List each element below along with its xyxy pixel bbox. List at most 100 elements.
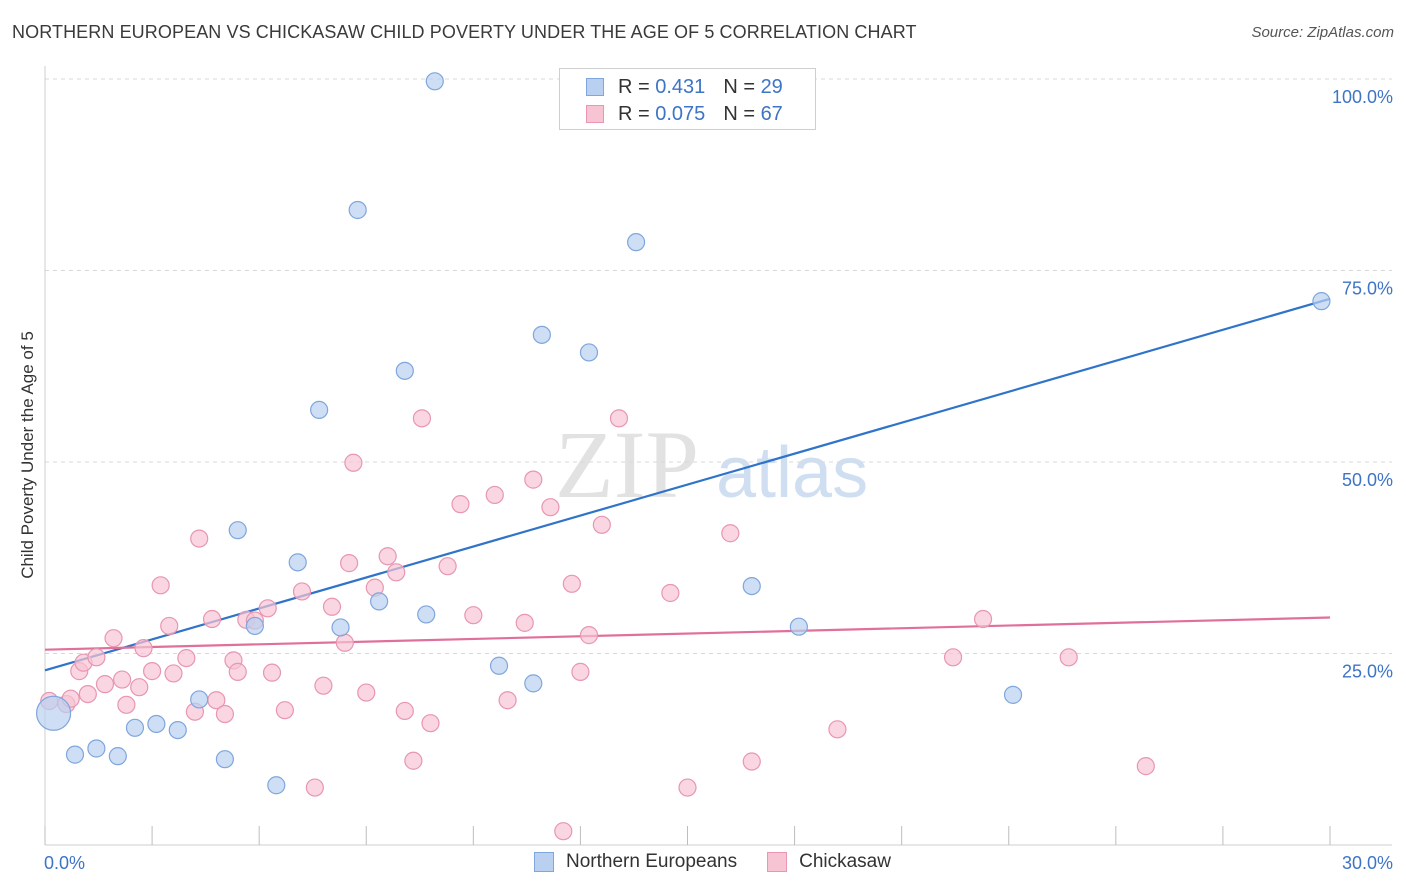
pink-swatch	[586, 105, 604, 123]
point-northern-europeans	[417, 605, 436, 624]
point-northern-europeans	[1003, 685, 1023, 704]
series-legend: Northern Europeans Chickasaw	[534, 851, 921, 873]
point-chickasaw	[1059, 648, 1078, 667]
legend-item-northern-europeans: Northern Europeans	[534, 851, 737, 873]
point-chickasaw	[451, 495, 470, 514]
point-northern-europeans	[65, 745, 85, 764]
point-northern-europeans	[742, 576, 761, 596]
point-northern-europeans	[108, 747, 127, 766]
point-chickasaw	[485, 485, 504, 505]
point-chickasaw	[498, 691, 517, 710]
n-value: 67	[760, 102, 783, 125]
point-chickasaw	[95, 675, 115, 694]
point-chickasaw	[292, 582, 312, 601]
point-chickasaw	[215, 704, 234, 724]
point-chickasaw	[524, 470, 543, 489]
point-northern-europeans	[267, 776, 286, 795]
trend-line-northern-europeans	[44, 297, 1331, 672]
point-chickasaw	[943, 648, 963, 667]
point-chickasaw	[344, 453, 363, 472]
point-chickasaw	[357, 683, 376, 702]
point-northern-europeans	[228, 521, 247, 540]
legend-label: Northern Europeans	[566, 851, 738, 872]
point-chickasaw	[202, 609, 222, 629]
point-northern-europeans	[579, 343, 599, 362]
point-chickasaw	[177, 648, 196, 668]
watermark-atlas: atlas	[716, 433, 868, 513]
point-chickasaw	[78, 684, 97, 704]
point-chickasaw	[87, 648, 106, 667]
point-chickasaw	[104, 629, 123, 648]
point-northern-europeans	[1312, 292, 1331, 311]
legend-item-chickasaw: Chickasaw	[767, 851, 891, 873]
blue-swatch	[586, 78, 604, 96]
point-chickasaw	[828, 720, 847, 739]
n-label: N =	[723, 75, 755, 98]
point-chickasaw	[142, 662, 162, 681]
point-northern-europeans	[626, 233, 646, 252]
point-chickasaw	[464, 606, 483, 625]
point-chickasaw	[661, 583, 680, 603]
point-northern-europeans	[395, 361, 414, 380]
point-chickasaw	[228, 662, 247, 681]
point-chickasaw	[678, 778, 697, 797]
point-chickasaw	[571, 662, 590, 681]
point-chickasaw	[378, 547, 397, 566]
point-chickasaw	[438, 557, 457, 576]
point-chickasaw	[1136, 757, 1155, 776]
point-chickasaw	[412, 409, 432, 428]
legend-row-chickasaw: R = 0.075 N = 67	[586, 102, 783, 126]
point-chickasaw	[258, 599, 277, 618]
point-chickasaw	[160, 616, 179, 636]
point-chickasaw	[275, 701, 294, 720]
point-northern-europeans	[489, 656, 509, 675]
n-label: N =	[723, 102, 755, 125]
point-chickasaw	[562, 574, 581, 593]
point-chickasaw	[130, 678, 149, 697]
y-tick-label: 100.0%	[1332, 87, 1393, 107]
point-northern-europeans	[310, 400, 329, 420]
pink-swatch	[767, 852, 788, 872]
point-northern-europeans	[524, 674, 543, 693]
point-chickasaw	[609, 409, 629, 428]
r-label: R =	[618, 102, 650, 125]
point-northern-europeans	[288, 553, 307, 572]
point-chickasaw	[579, 626, 599, 645]
point-northern-europeans	[331, 618, 350, 637]
r-value: 0.075	[655, 102, 706, 125]
point-northern-europeans	[125, 718, 145, 737]
point-chickasaw	[112, 670, 132, 689]
point-chickasaw	[404, 751, 423, 770]
legend-label: Chickasaw	[799, 851, 891, 872]
y-axis-label: Child Poverty Under the Age of 5	[18, 331, 37, 579]
point-chickasaw	[973, 609, 993, 629]
point-northern-europeans	[190, 690, 209, 709]
point-northern-europeans	[35, 695, 72, 731]
point-chickasaw	[721, 524, 740, 543]
point-chickasaw	[305, 778, 324, 797]
point-northern-europeans	[532, 325, 551, 344]
point-chickasaw	[742, 752, 761, 771]
point-northern-europeans	[147, 714, 166, 734]
point-chickasaw	[395, 701, 414, 721]
watermark-zip: ZIP	[555, 411, 699, 518]
point-chickasaw	[592, 515, 611, 534]
point-chickasaw	[421, 714, 440, 733]
point-northern-europeans	[215, 750, 234, 769]
point-chickasaw	[134, 639, 153, 658]
y-tick-label: 75.0%	[1342, 279, 1393, 299]
r-label: R =	[618, 75, 650, 98]
trend-line-chickasaw	[44, 616, 1331, 651]
point-northern-europeans	[370, 592, 389, 611]
point-chickasaw	[541, 498, 560, 517]
point-chickasaw	[322, 597, 342, 616]
point-northern-europeans	[245, 616, 264, 636]
point-chickasaw	[515, 613, 534, 632]
point-northern-europeans	[87, 739, 106, 758]
point-chickasaw	[314, 676, 333, 695]
point-chickasaw	[151, 576, 170, 595]
point-chickasaw	[262, 663, 282, 682]
n-value: 29	[760, 75, 783, 98]
point-chickasaw	[554, 822, 573, 841]
